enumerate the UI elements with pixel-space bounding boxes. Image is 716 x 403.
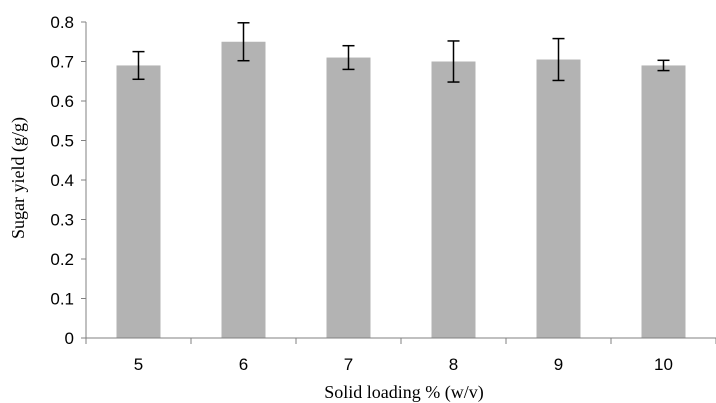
x-tick-label: 8 [449, 355, 458, 374]
bar [326, 57, 371, 339]
x-tick-label: 5 [134, 355, 143, 374]
y-tick-label: 0.3 [50, 211, 74, 230]
y-tick-label: 0 [65, 329, 74, 348]
x-tick-label: 7 [344, 355, 353, 374]
error-bar [552, 37, 565, 82]
error-bar [342, 44, 355, 71]
y-tick-label: 0.2 [50, 250, 74, 269]
bar [431, 61, 476, 338]
x-tick-label: 9 [554, 355, 563, 374]
y-tick-label: 0.8 [50, 13, 74, 32]
x-ticks-group: 5 6 7 8 9 10 [85, 338, 716, 374]
y-ticks-group: 0 0.1 0.2 0.3 0.4 0.5 0.6 0.7 0.8 [50, 13, 86, 348]
axes-group [85, 22, 716, 339]
y-tick-label: 0.7 [50, 53, 74, 72]
y-axis-title: Sugar yield (g/g) [8, 117, 29, 239]
y-tick-label: 0.6 [50, 92, 74, 111]
y-tick-label: 0.1 [50, 290, 74, 309]
x-tick-label: 10 [654, 355, 673, 374]
bar [116, 65, 161, 338]
bar [641, 65, 686, 338]
y-tick-label: 0.5 [50, 132, 74, 151]
error-bars-group [132, 22, 670, 83]
error-bar [237, 22, 250, 62]
x-tick-label: 6 [239, 355, 248, 374]
y-tick-label: 0.4 [50, 171, 74, 190]
error-bar [447, 40, 460, 83]
bar [536, 59, 581, 339]
bars-group [116, 41, 686, 339]
error-bar [657, 59, 670, 72]
error-bar [132, 50, 145, 81]
x-axis-title: Solid loading % (w/v) [324, 382, 484, 403]
bar [221, 41, 266, 338]
